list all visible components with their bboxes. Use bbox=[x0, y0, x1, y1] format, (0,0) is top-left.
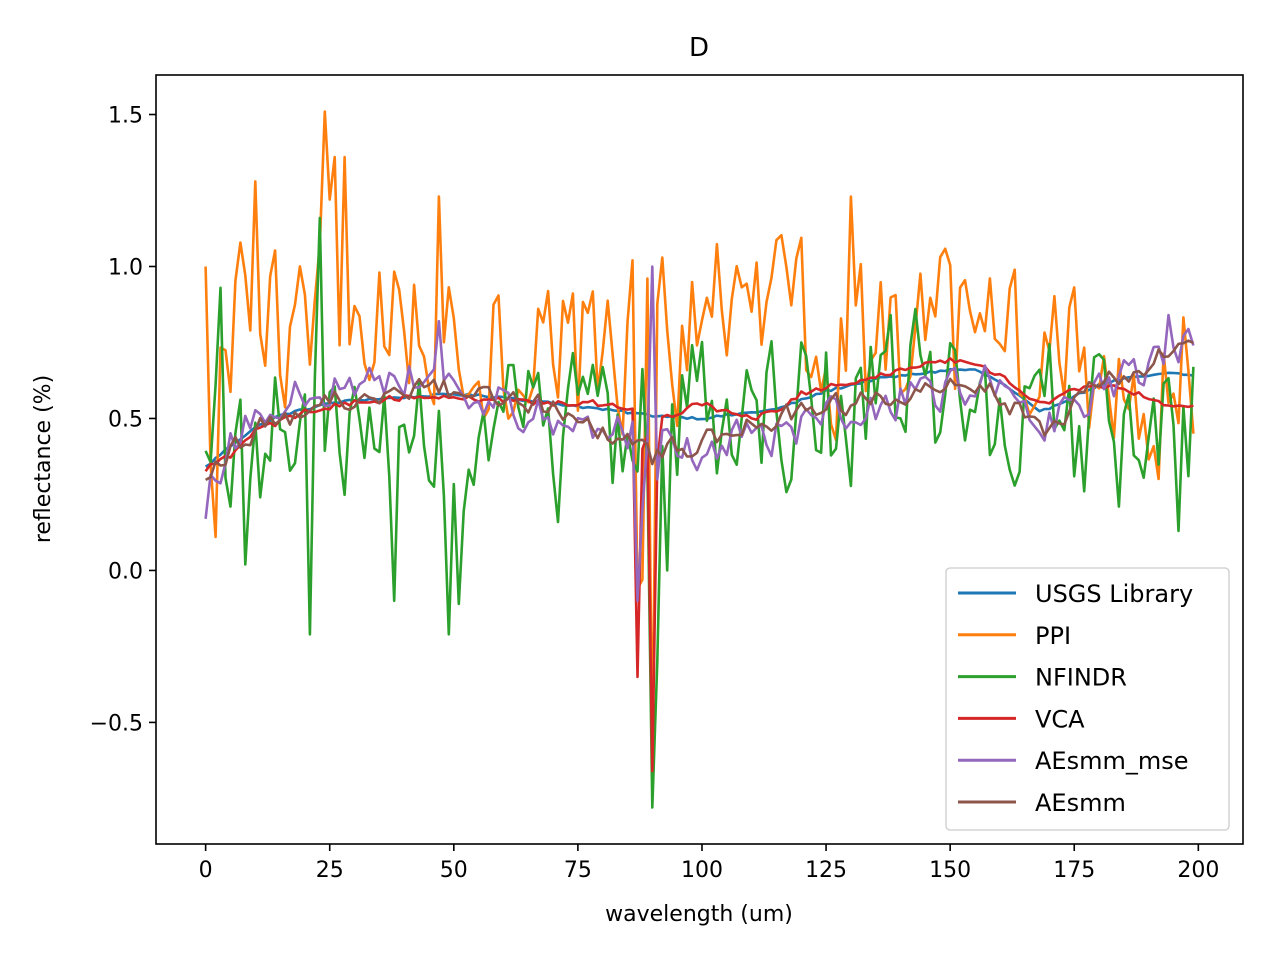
series-line-vca bbox=[204, 357, 1194, 773]
x-axis-label: wavelength (um) bbox=[605, 902, 793, 927]
legend-box bbox=[945, 567, 1230, 831]
x-tick-label: 75 bbox=[564, 858, 592, 883]
x-tick-label: 125 bbox=[805, 858, 847, 883]
x-tick-label: 25 bbox=[316, 858, 344, 883]
series-line-ppi bbox=[204, 110, 1195, 764]
legend-label: USGS Library bbox=[1035, 580, 1193, 608]
y-axis-label: reflectance (%) bbox=[31, 375, 56, 543]
legend-label: PPI bbox=[1035, 622, 1071, 650]
legend: USGS Library PPI NFINDR VCA AEsmm_mse AEsmm bbox=[945, 567, 1230, 831]
series-layer bbox=[204, 110, 1195, 809]
y-tick-label: 0.0 bbox=[108, 559, 143, 584]
x-tick-label: 50 bbox=[440, 858, 468, 883]
legend-label: NFINDR bbox=[1035, 664, 1127, 692]
series-line-aesmm bbox=[204, 339, 1194, 482]
x-tick-label: 200 bbox=[1177, 858, 1219, 883]
legend-label: VCA bbox=[1035, 705, 1085, 733]
chart-title: D bbox=[689, 33, 709, 63]
legend-label: AEsmm_mse bbox=[1035, 747, 1189, 775]
legend-label: AEsmm bbox=[1035, 789, 1126, 817]
x-tick-label: 0 bbox=[199, 858, 213, 883]
y-tick-label: 1.5 bbox=[108, 104, 143, 129]
y-tick-label: 1.0 bbox=[108, 255, 143, 280]
y-tick-label: 0.5 bbox=[108, 407, 143, 432]
y-tick-label: −0.5 bbox=[90, 711, 143, 736]
axis-layer: 0 25 50 75 100 125 150 175 200 −0.5 0.0 0.5 1.0 1.5 bbox=[90, 104, 1220, 883]
x-tick-label: 100 bbox=[681, 858, 723, 883]
series-line-nfindr bbox=[204, 216, 1195, 809]
x-tick-label: 175 bbox=[1053, 858, 1095, 883]
x-tick-label: 150 bbox=[929, 858, 971, 883]
plot-frame bbox=[155, 74, 1244, 845]
